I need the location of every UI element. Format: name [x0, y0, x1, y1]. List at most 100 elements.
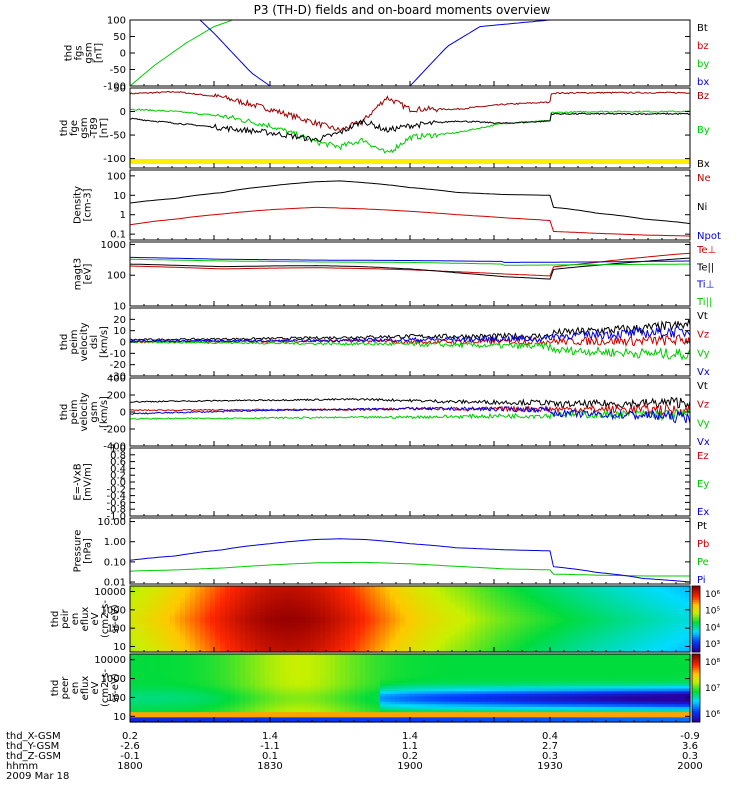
spectrogram-cell: [685, 601, 691, 605]
spectrogram-cell: [485, 598, 491, 602]
spectrogram-cell: [130, 688, 136, 692]
series-line-Ne: [130, 206, 690, 237]
spectrogram-cell: [480, 641, 486, 645]
series-line-Vt: [130, 319, 690, 342]
spectrogram-cell: [290, 690, 296, 694]
spectrogram-cell: [625, 603, 631, 607]
spectrogram-cell: [455, 598, 461, 602]
spectrogram-cell: [535, 593, 541, 597]
spectrogram-cell: [605, 629, 611, 633]
spectrogram-cell: [385, 601, 391, 605]
spectrogram-cell: [440, 639, 446, 643]
spectrogram-cell: [340, 682, 346, 686]
spectrogram-cell: [595, 624, 601, 628]
spectrogram-cell: [220, 621, 226, 625]
spectrogram-cell: [350, 639, 356, 643]
spectrogram-cell: [205, 659, 211, 663]
spectrogram-cell: [275, 706, 281, 710]
spectrogram-cell: [255, 688, 261, 692]
spectrogram-cell: [635, 588, 641, 592]
spectrogram-cell: [405, 601, 411, 605]
spectrogram-cell: [505, 634, 511, 638]
spectrogram-cell: [200, 701, 206, 705]
spectrogram-cell: [465, 596, 471, 600]
spectrogram-cell: [260, 631, 266, 635]
spectrogram-cell: [405, 631, 411, 635]
spectrogram-cell: [275, 641, 281, 645]
spectrogram-cell: [335, 688, 341, 692]
spectrogram-cell: [480, 596, 486, 600]
spectrogram-cell: [325, 698, 331, 702]
spectrogram-cell: [500, 644, 506, 648]
spectrogram-cell: [140, 611, 146, 615]
spectrogram-cell: [470, 649, 476, 653]
spectrogram-cell: [390, 591, 396, 595]
spectrogram-cell: [495, 631, 501, 635]
spectrogram-cell: [285, 619, 291, 623]
spectrogram-cell: [160, 601, 166, 605]
spectrogram-cell: [245, 706, 251, 710]
spectrogram-cell: [675, 641, 681, 645]
spectrogram-cell: [250, 636, 256, 640]
spectrogram-cell: [330, 654, 336, 658]
spectrogram-cell: [655, 624, 661, 628]
spectrogram-cell: [435, 631, 441, 635]
spectrogram-cell: [150, 621, 156, 625]
spectrogram-cell: [475, 613, 481, 618]
spectrogram-cell: [165, 588, 171, 592]
spectrogram-cell: [140, 719, 146, 723]
spectrogram-cell: [330, 639, 336, 643]
spectrogram-cell: [150, 672, 156, 676]
spectrogram-cell: [580, 639, 586, 643]
spectrogram-cell: [145, 654, 151, 658]
spectrogram-cell: [555, 619, 561, 623]
spectrogram-cell: [270, 701, 276, 705]
spectrogram-cell: [540, 598, 546, 602]
spectrogram-cell: [280, 619, 286, 623]
spectrogram-cell: [205, 616, 211, 620]
spectrogram-cell: [175, 644, 181, 648]
legend-label: Te⊥: [696, 245, 716, 256]
spectrogram-cell: [160, 674, 166, 679]
spectrogram-cell: [325, 644, 331, 648]
spectrogram-cell: [215, 661, 221, 666]
spectrogram-cell: [390, 616, 396, 620]
spectrogram-cell: [195, 596, 201, 600]
spectrogram-cell: [200, 714, 206, 718]
spectrogram-cell: [260, 708, 266, 713]
spectrogram-cell: [630, 649, 636, 653]
colorbar-step: [692, 634, 700, 638]
spectrogram-cell: [300, 682, 306, 686]
spectrogram-cell: [160, 706, 166, 710]
spectrogram-cell: [305, 690, 311, 694]
spectrogram-cell: [640, 646, 646, 651]
spectrogram-cell: [325, 693, 331, 697]
spectrogram-cell: [565, 608, 571, 612]
spectrogram-cell: [515, 621, 521, 625]
spectrogram-cell: [450, 641, 456, 645]
spectrogram-cell: [480, 593, 486, 597]
spectrogram-cell: [385, 621, 391, 625]
spectrogram-cell: [545, 598, 551, 602]
spectrogram-cell: [250, 608, 256, 612]
spectrogram-cell: [165, 685, 171, 689]
spectrogram-cell: [220, 619, 226, 623]
spectrogram-cell: [395, 682, 401, 686]
spectrogram-cell: [670, 611, 676, 615]
y-tick-label: 0.1: [110, 230, 126, 241]
spectrogram-cell: [280, 639, 286, 643]
spectrogram-cell: [300, 591, 306, 595]
spectrogram-cell: [200, 616, 206, 620]
y-tick-label: 100: [107, 624, 126, 635]
spectrogram-cell: [215, 688, 221, 692]
spectrogram-cell: [175, 616, 181, 620]
spectrogram-cell: [150, 680, 156, 684]
spectrogram-cell: [150, 682, 156, 686]
spectrogram-cell: [150, 703, 156, 707]
spectrogram-cell: [460, 644, 466, 648]
spectrogram-cell: [185, 606, 191, 610]
spectrogram-cell: [530, 634, 536, 638]
legend-label: Bz: [697, 91, 709, 102]
spectrogram-cell: [200, 593, 206, 597]
spectrogram-cell: [630, 634, 636, 638]
